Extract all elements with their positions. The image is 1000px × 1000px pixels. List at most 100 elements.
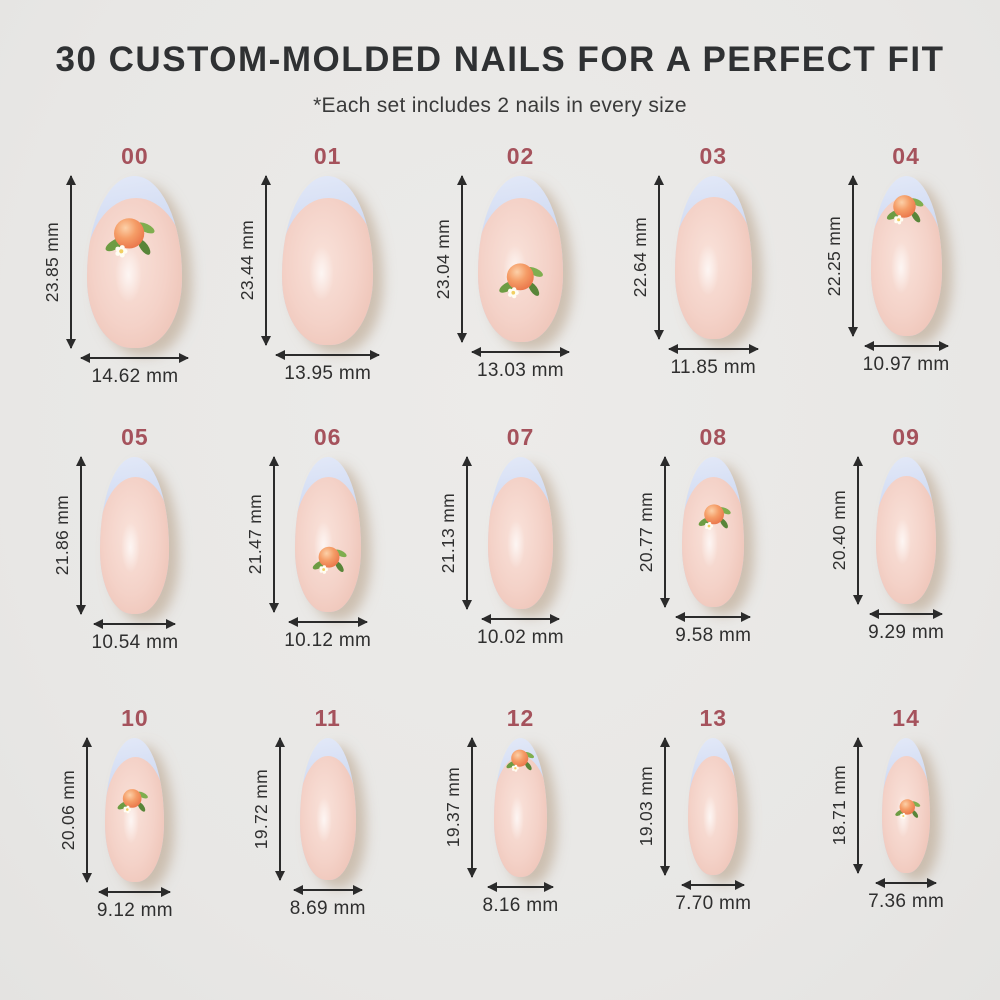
nail-image	[674, 176, 752, 339]
peach-blossom-icon	[105, 218, 155, 258]
height-label: 23.44 mm	[237, 220, 258, 301]
nail-size-cell: 19.37 mm 12	[404, 704, 597, 985]
peach-blossom-icon	[894, 798, 920, 819]
height-arrow	[664, 457, 667, 607]
height-arrow	[466, 457, 469, 609]
nail-pink-body	[294, 477, 361, 612]
nail-pink-body	[282, 197, 374, 345]
nail-image	[682, 457, 745, 607]
height-measure: 22.64 mm	[628, 176, 660, 339]
nail-size-cell: 23.44 mm 01 13.95 mm	[211, 142, 404, 423]
width-label: 13.95 mm	[284, 363, 372, 384]
width-arrow	[487, 886, 553, 888]
height-arrow	[265, 176, 268, 345]
height-arrow	[460, 176, 463, 342]
nail-size-cell: 23.04 mm 02	[404, 142, 597, 423]
width-label: 9.58 mm	[675, 625, 752, 646]
height-arrow	[70, 176, 73, 348]
height-label: 18.71 mm	[829, 765, 850, 846]
size-number: 13	[699, 705, 728, 731]
height-label: 20.77 mm	[636, 491, 657, 573]
height-measure: 19.72 mm	[249, 738, 281, 880]
height-measure: 23.04 mm	[431, 176, 463, 342]
nail-size-cell: 22.64 mm 03 11.85 mm	[596, 142, 789, 423]
nail-size-cell: 21.86 mm 05 10.54 mm	[18, 423, 211, 704]
width-arrow	[668, 348, 758, 350]
height-label: 19.72 mm	[250, 768, 271, 850]
width-arrow	[481, 618, 559, 620]
height-measure: 21.86 mm	[50, 457, 83, 614]
nail-column: 09 9.29 mm	[868, 423, 944, 644]
width-arrow	[293, 889, 362, 891]
page-title: 30 CUSTOM-MOLDED NAILS FOR A PERFECT FIT	[55, 40, 945, 79]
nail-pink-body	[100, 477, 170, 614]
nail-image	[87, 176, 183, 348]
nail-image	[882, 738, 931, 873]
peach-blossom-icon	[498, 263, 543, 298]
width-arrow	[870, 613, 943, 615]
nail-image	[294, 457, 361, 612]
size-number: 10	[121, 705, 149, 731]
width-arrow	[288, 621, 367, 623]
nail-column: 07 10.02 mm	[477, 423, 564, 649]
height-measure: 19.37 mm	[441, 738, 474, 877]
width-arrow	[81, 357, 189, 359]
peach-blossom-icon	[506, 749, 534, 772]
width-label: 10.97 mm	[862, 354, 950, 375]
height-label: 21.86 mm	[52, 495, 73, 576]
width-arrow	[682, 884, 745, 886]
size-number: 12	[506, 705, 535, 731]
height-measure: 23.44 mm	[235, 176, 268, 345]
nail-column: 12 8	[482, 704, 558, 917]
nail-column: 08 9	[675, 423, 751, 647]
height-label: 19.37 mm	[443, 767, 464, 848]
nail-column: 11 8.69 mm	[290, 704, 366, 920]
width-label: 13.03 mm	[477, 360, 564, 381]
size-number: 06	[313, 424, 342, 450]
nail-size-cell: 20.06 mm 10	[18, 704, 211, 985]
nail-column: 00 1	[81, 142, 189, 388]
height-arrow	[657, 176, 660, 339]
nail-column: 14 7	[868, 704, 944, 913]
size-number: 02	[506, 143, 535, 169]
height-measure: 20.06 mm	[56, 738, 88, 882]
peach-blossom-icon	[117, 789, 148, 814]
height-arrow	[664, 738, 667, 875]
nail-size-cell: 20.40 mm 09 9.29 mm	[789, 423, 982, 704]
nail-image	[105, 738, 165, 882]
size-number: 07	[506, 424, 535, 450]
nail-column: 01 13.95 mm	[276, 142, 380, 385]
height-label: 22.64 mm	[629, 217, 650, 298]
size-number: 14	[892, 705, 920, 731]
height-measure: 23.85 mm	[40, 176, 73, 348]
nail-pink-body	[299, 756, 356, 880]
height-measure: 18.71 mm	[827, 738, 860, 873]
width-arrow	[676, 616, 751, 618]
nail-image	[487, 457, 553, 609]
width-label: 7.36 mm	[868, 891, 945, 912]
width-arrow	[864, 345, 948, 347]
height-measure: 20.77 mm	[634, 457, 667, 607]
size-number: 05	[121, 424, 149, 450]
nail-size-cell: 19.72 mm 11 8.69 mm	[211, 704, 404, 985]
nail-image	[299, 738, 356, 880]
page-subtitle: *Each set includes 2 nails in every size	[313, 94, 687, 117]
peach-blossom-icon	[312, 546, 347, 574]
peach-blossom-icon	[698, 504, 731, 531]
width-label: 10.12 mm	[284, 630, 372, 651]
size-grid: 23.85 mm 00	[18, 142, 982, 985]
peach-blossom-icon	[886, 194, 924, 225]
nail-image	[688, 738, 739, 875]
nail-image	[876, 457, 937, 604]
nail-size-cell: 22.25 mm 04	[789, 142, 982, 423]
width-label: 8.16 mm	[482, 895, 559, 916]
height-measure: 21.13 mm	[436, 457, 469, 609]
nail-column: 05 10.54 mm	[91, 423, 178, 654]
height-measure: 20.40 mm	[827, 457, 860, 604]
width-label: 8.69 mm	[289, 898, 366, 919]
height-label: 20.06 mm	[57, 769, 78, 851]
width-label: 11.85 mm	[670, 357, 757, 378]
nail-size-cell: 21.47 mm 06	[211, 423, 404, 704]
height-label: 23.85 mm	[42, 221, 63, 303]
